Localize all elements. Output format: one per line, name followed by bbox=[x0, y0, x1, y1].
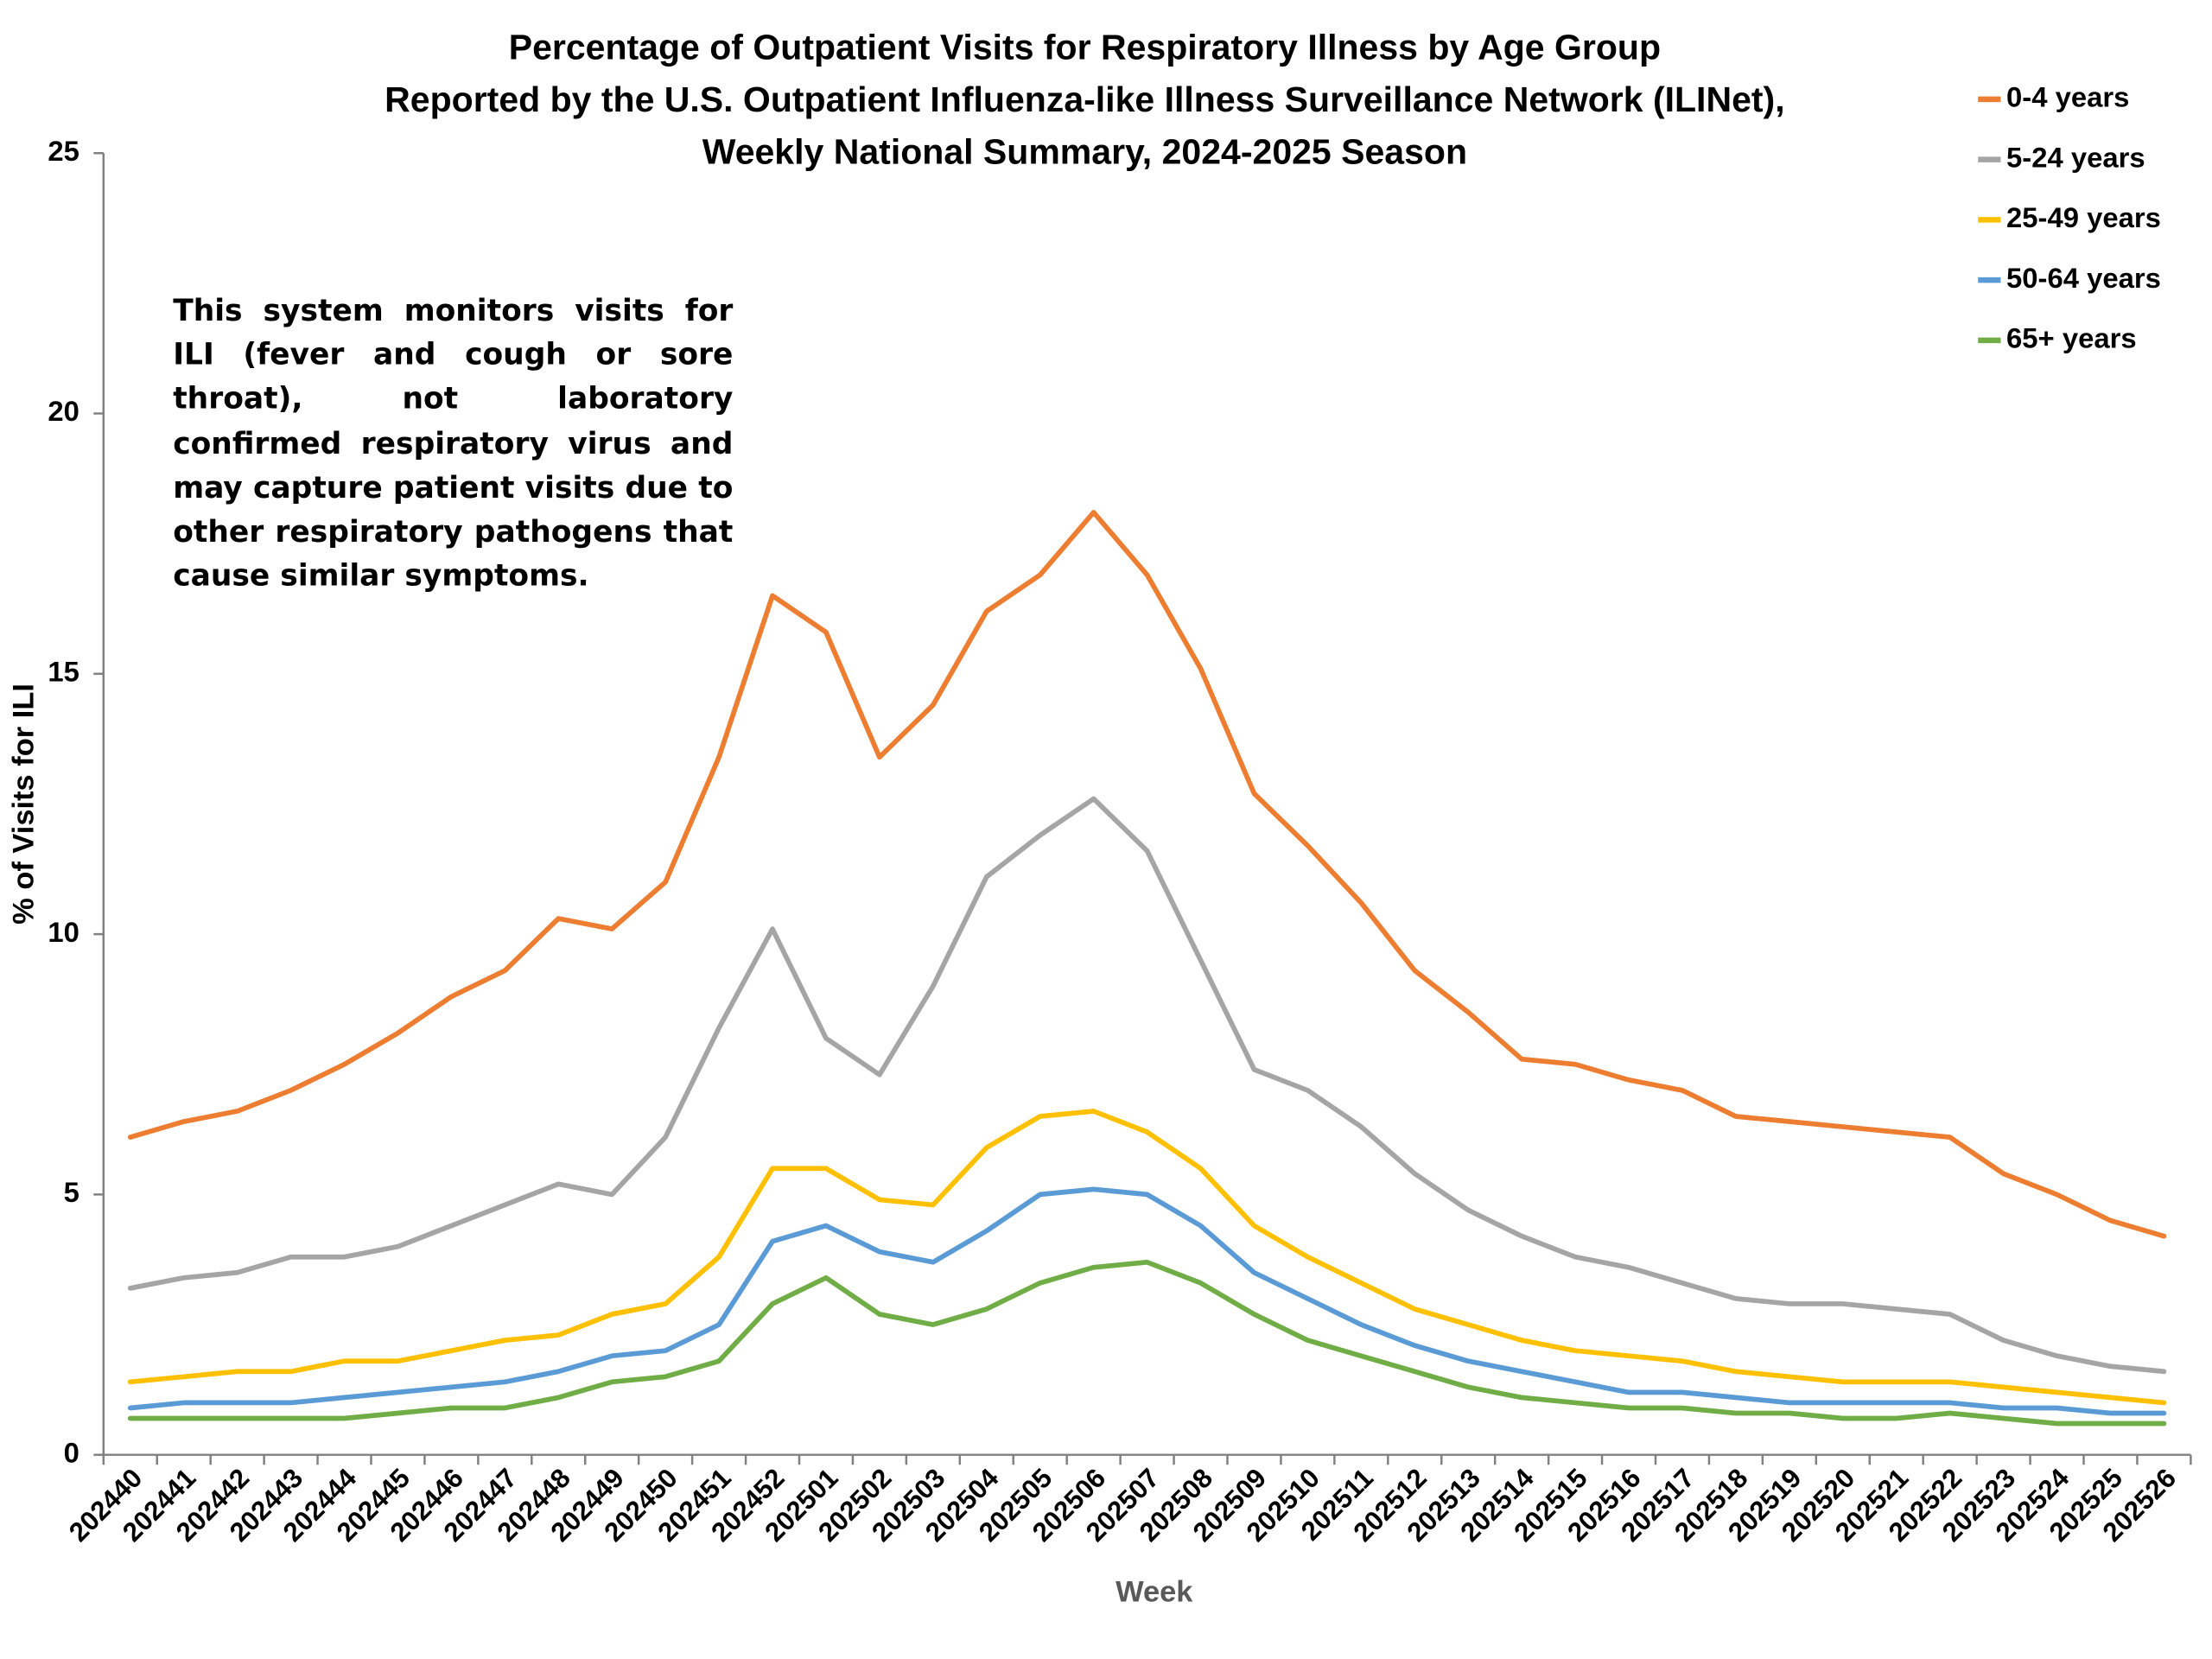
series-line bbox=[127, 1186, 2167, 1416]
series-line bbox=[127, 796, 2167, 1375]
chart-title: Reported by the U.S. Outpatient Influenz… bbox=[385, 79, 1784, 119]
y-tick-label: 15 bbox=[48, 655, 79, 687]
annotation: This system monitors visits for ILI (fev… bbox=[173, 293, 734, 594]
y-tick-label: 10 bbox=[48, 916, 79, 948]
y-tick-label: 20 bbox=[48, 395, 79, 427]
series-line bbox=[127, 510, 2167, 1239]
y-axis-label: % of Visits for ILI bbox=[8, 683, 41, 925]
y-tick-label: 25 bbox=[48, 135, 79, 167]
legend-label: 5-24 years bbox=[2006, 141, 2145, 173]
legend-label: 0-4 years bbox=[2006, 81, 2129, 113]
chart-title: Weekly National Summary, 2024-2025 Seaso… bbox=[702, 132, 1467, 172]
legend-label: 50-64 years bbox=[2006, 262, 2161, 294]
series-line bbox=[127, 1109, 2167, 1406]
legend-label: 65+ years bbox=[2006, 322, 2137, 354]
x-axis-label: Week bbox=[1116, 1576, 1193, 1609]
y-tick-label: 5 bbox=[64, 1176, 79, 1208]
series-line bbox=[127, 1259, 2167, 1427]
chart-title: Percentage of Outpatient Visits for Resp… bbox=[509, 27, 1661, 67]
annotation-box: This system monitors visits for ILI (fev… bbox=[173, 293, 734, 594]
legend-label: 25-49 years bbox=[2006, 201, 2161, 233]
y-tick-label: 0 bbox=[64, 1436, 79, 1468]
